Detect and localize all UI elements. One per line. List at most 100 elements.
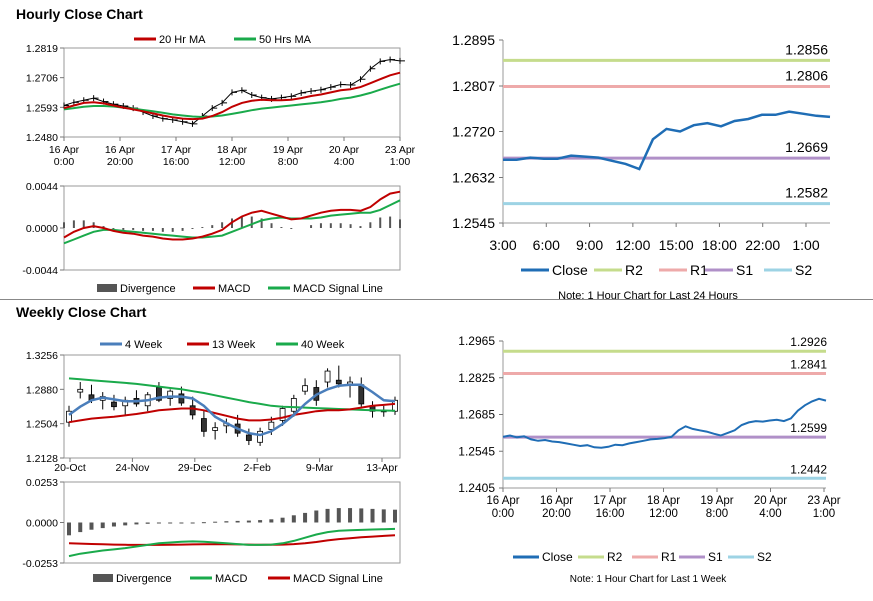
- weekly-candle-body: [66, 410, 72, 423]
- hourly-levels-legend-label: R1: [690, 262, 708, 278]
- hourly-levels-note: Note: 1 Hour Chart for Last 24 Hours: [558, 290, 738, 302]
- weekly-levels-xtick-label: 0:00: [492, 508, 514, 520]
- weekly-level-r1-label: 1.2841: [790, 358, 827, 372]
- weekly-candle-body: [200, 418, 207, 432]
- hourly-price-xtick-label: 16 Apr: [105, 144, 136, 156]
- weekly-divergence-legend-label: Divergence: [116, 573, 172, 585]
- hourly-levels-ytick-label: 1.2720: [452, 124, 495, 140]
- weekly-level-s2-label: 1.2442: [790, 462, 827, 476]
- weekly-price-xtick-label: 2-Feb: [243, 462, 271, 474]
- hourly-levels-xtick-label: 6:00: [533, 237, 560, 253]
- hourly-levels-legend-label: S1: [736, 262, 753, 278]
- hourly-levels-xtick-label: 22:00: [745, 237, 780, 253]
- weekly-40week-line: [68, 377, 396, 412]
- hourly-divergence-legend-swatch: [97, 284, 117, 292]
- hourly-levels-xtick-label: 12:00: [615, 237, 650, 253]
- weekly-level-s1-label: 1.2599: [790, 421, 827, 435]
- hourly-levels-ytick-label: 1.2545: [452, 215, 495, 231]
- weekly-divergence-bar: [359, 508, 364, 523]
- weekly-divergence-bar: [89, 522, 94, 530]
- weekly-levels-xtick-label: 20:00: [542, 508, 571, 520]
- hourly-levels-ytick-label: 1.2807: [452, 78, 495, 94]
- weekly-levels-xtick-label: 16:00: [596, 508, 625, 520]
- hourly-divergence-legend-label: Divergence: [120, 283, 176, 295]
- weekly-levels-ytick-label: 1.2545: [458, 444, 495, 458]
- weekly-13week-line: [68, 402, 396, 424]
- weekly-divergence-bar: [201, 522, 206, 524]
- hourly-price-xtick-label: 4:00: [334, 156, 355, 168]
- weekly-levels-legend-label: R2: [607, 550, 623, 564]
- weekly-candle-body: [268, 421, 275, 430]
- weekly-13week-legend-label: 13 Week: [212, 339, 256, 351]
- hourly-price-xtick-label: 23 Apr: [385, 144, 416, 156]
- hourly-ma20-legend-label: 20 Hr MA: [159, 34, 206, 46]
- hourly-price-xtick-label: 20 Apr: [329, 144, 360, 156]
- hourly-price-ytick-label: 1.2480: [26, 132, 58, 144]
- weekly-price-xtick-label: 29-Dec: [178, 462, 212, 474]
- weekly-levels-xtick-label: 1:00: [813, 508, 835, 520]
- weekly-candle-body: [335, 379, 342, 385]
- weekly-candle-body: [77, 388, 84, 393]
- weekly-divergence-bar: [213, 521, 218, 523]
- weekly-divergence-bar: [67, 522, 71, 536]
- weekly-levels-ytick-label: 1.2825: [458, 371, 495, 385]
- hourly-price-xtick-label: 8:00: [278, 156, 299, 168]
- weekly-levels-legend-label: S2: [757, 550, 772, 564]
- section-divider: [0, 299, 873, 300]
- weekly-levels-legend-label: R1: [661, 550, 677, 564]
- weekly-candle-body: [257, 430, 264, 443]
- weekly-levels-xtick-label: 20 Apr: [754, 495, 787, 507]
- weekly-divergence-bar: [123, 522, 128, 526]
- hourly-levels-xtick-label: 9:00: [576, 237, 603, 253]
- weekly-levels-note: Note: 1 Hour Chart for Last 1 Week: [570, 574, 728, 585]
- weekly-candle-body: [189, 405, 196, 416]
- weekly-macd-ytick-label: 0.0253: [26, 477, 58, 489]
- weekly-divergence-bar: [325, 508, 330, 523]
- weekly-4week-legend-label: 4 Week: [125, 339, 163, 351]
- hourly-macd-legend-label: MACD: [218, 283, 250, 295]
- hourly-level-r1-label: 1.2806: [785, 68, 828, 84]
- weekly-divergence-bar: [303, 512, 308, 523]
- hourly-levels-ytick-label: 1.2895: [452, 32, 495, 48]
- weekly-section-title: Weekly Close Chart: [16, 304, 147, 320]
- hourly-price-xtick-label: 18 Apr: [217, 144, 248, 156]
- weekly-price-ytick-label: 1.3256: [26, 350, 58, 362]
- hourly-levels-legend-label: Close: [552, 262, 588, 278]
- weekly-divergence-bar: [145, 522, 150, 524]
- hourly-levels-close-line: [503, 110, 831, 171]
- hourly-signal-legend-label: MACD Signal Line: [293, 283, 383, 295]
- hourly-macd-ytick-label: 0.0000: [26, 223, 58, 235]
- hourly-levels-xtick-label: 3:00: [489, 237, 516, 253]
- hourly-price-xtick-label: 0:00: [54, 156, 75, 168]
- weekly-levels-xtick-label: 12:00: [649, 508, 678, 520]
- weekly-signal-legend-label: MACD Signal Line: [293, 573, 383, 585]
- weekly-divergence-bar: [111, 522, 116, 527]
- weekly-divergence-bar: [246, 520, 251, 523]
- hourly-price-xtick-label: 12:00: [219, 156, 245, 168]
- weekly-divergence-bar: [134, 522, 139, 525]
- weekly-divergence-bar: [393, 509, 397, 523]
- hourly-levels-legend-label: R2: [625, 262, 643, 278]
- weekly-divergence-bar: [291, 515, 296, 523]
- weekly-candle-body: [324, 370, 331, 383]
- weekly-level-r2-label: 1.2926: [790, 335, 827, 349]
- weekly-levels-xtick-label: 23 Apr: [807, 495, 840, 507]
- weekly-levels-ytick-label: 1.2965: [458, 334, 495, 348]
- hourly-macd-signal-line: [63, 199, 401, 245]
- hourly-ma50-legend-label: 50 Hrs MA: [259, 34, 312, 46]
- weekly-macd-ytick-label: -0.0253: [22, 558, 58, 570]
- weekly-price-ytick-label: 1.2880: [26, 384, 58, 396]
- weekly-divergence-bar: [100, 522, 105, 529]
- weekly-divergence-bar: [314, 510, 319, 523]
- weekly-40week-legend-label: 40 Week: [301, 339, 345, 351]
- weekly-macd-ytick-label: 0.0000: [26, 518, 58, 530]
- weekly-candle-body: [167, 390, 174, 399]
- hourly-price-xtick-label: 20:00: [107, 156, 133, 168]
- weekly-levels-xtick-label: 16 Apr: [486, 495, 519, 507]
- weekly-divergence-bar: [348, 508, 353, 523]
- weekly-macd-legend-label: MACD: [215, 573, 247, 585]
- weekly-candle-body: [212, 427, 219, 431]
- weekly-divergence-bar: [78, 522, 83, 533]
- weekly-levels-legend-label: S1: [708, 550, 723, 564]
